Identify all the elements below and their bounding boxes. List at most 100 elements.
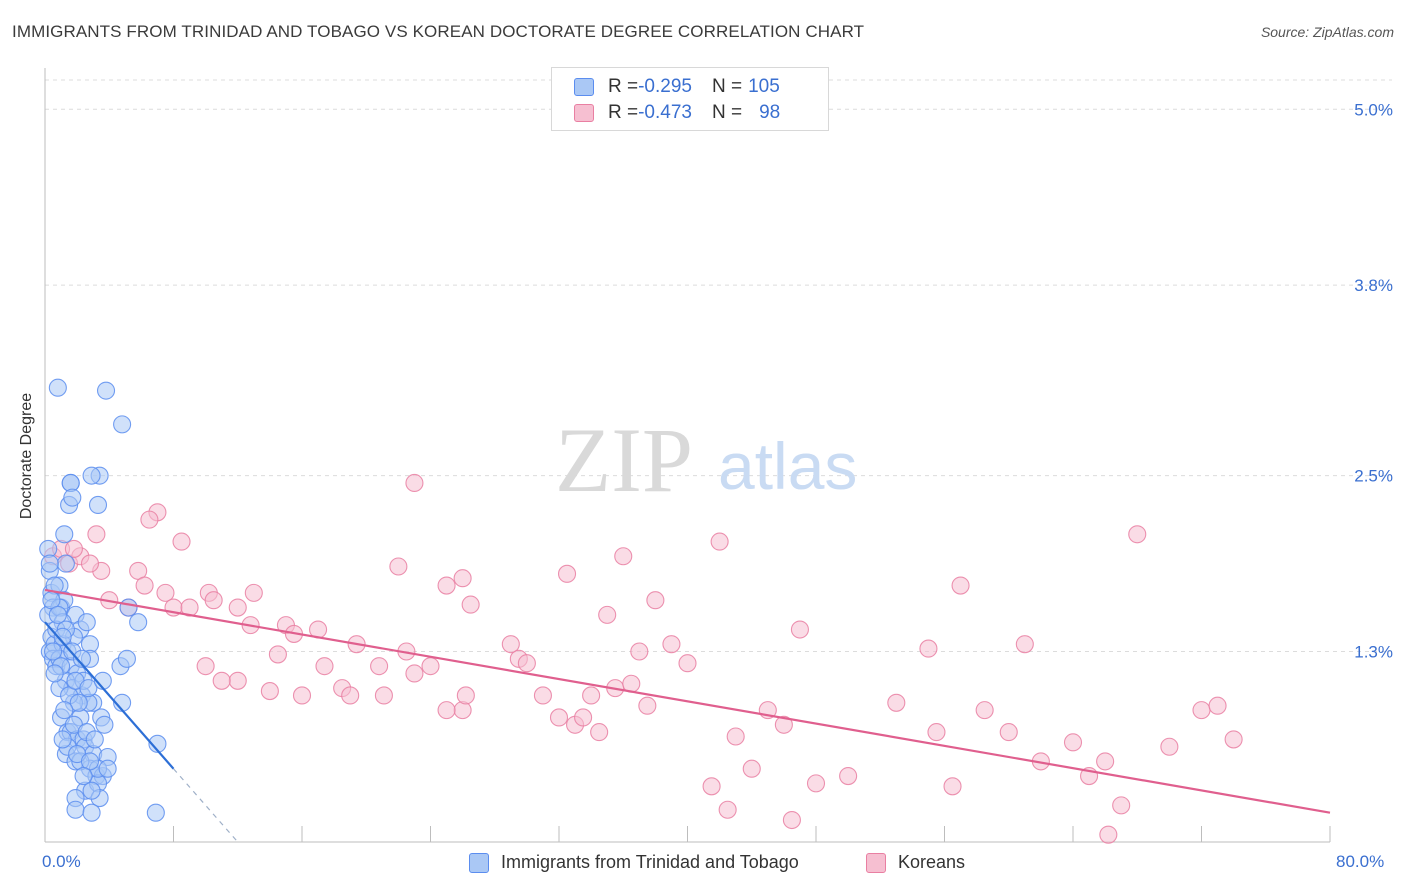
korean-point	[533, 686, 552, 705]
korean-point	[260, 682, 279, 701]
korean-point	[943, 777, 962, 796]
y-tick-label: 5.0%	[1354, 100, 1393, 119]
korean-point	[292, 686, 312, 705]
korean-point	[421, 657, 440, 676]
korean-point	[549, 708, 569, 727]
korean-point	[517, 654, 536, 673]
korean-point	[702, 777, 721, 796]
watermark-zip: ZIP	[555, 409, 693, 511]
trinidad-trend-line	[44, 621, 175, 770]
korean-point	[1128, 525, 1147, 544]
legend-item-trinidad[interactable]: Immigrants from Trinidad and Tobago	[469, 852, 799, 873]
y-tick-label: 3.8%	[1354, 276, 1393, 295]
legend-r-label: R =	[608, 76, 639, 97]
korean-point	[453, 701, 472, 720]
trinidad-point	[82, 466, 101, 485]
korean-point	[437, 701, 456, 720]
korean-point	[951, 576, 970, 595]
trinidad-point	[129, 613, 148, 632]
korean-point	[374, 686, 393, 705]
korean-point	[782, 810, 801, 830]
korean-point	[80, 554, 100, 573]
trinidad-point	[82, 803, 101, 822]
korean-point	[341, 686, 360, 705]
korean-point	[1063, 733, 1083, 752]
korean-point	[244, 583, 263, 602]
korean-point	[461, 595, 480, 614]
x-tick-min: 0.0%	[42, 852, 81, 871]
korean-point	[574, 708, 593, 727]
korean-trend-line	[44, 588, 1331, 814]
korean-point	[614, 547, 633, 566]
legend-label-trinidad: Immigrants from Trinidad and Tobago	[501, 852, 799, 872]
korean-point	[1096, 752, 1115, 771]
korean-point	[405, 473, 424, 493]
watermark-atlas: atlas	[718, 429, 857, 503]
trend-lines	[44, 588, 1331, 843]
korean-point	[228, 671, 247, 690]
legend-n-label: N =	[711, 76, 743, 97]
legend-r-value: -0.295	[638, 76, 692, 97]
legend-r-label: R =	[608, 102, 639, 123]
trinidad-points	[39, 378, 167, 822]
trinidad-point	[69, 693, 88, 712]
korean-point	[598, 605, 617, 624]
legend-row-trinidad: R = -0.295 N = 105	[574, 74, 780, 100]
trinidad-point	[148, 734, 167, 753]
korean-point	[582, 686, 601, 705]
trinidad-point	[82, 781, 101, 800]
trinidad-point	[72, 649, 91, 668]
legend-row-koreans: R = -0.473 N = 98	[574, 100, 780, 126]
korean-point	[590, 723, 609, 742]
legend-swatch-pink	[574, 104, 594, 122]
trinidad-point	[88, 495, 108, 515]
chart-title: IMMIGRANTS FROM TRINIDAD AND TOBAGO VS K…	[12, 22, 865, 41]
legend-n-value: 105	[748, 76, 780, 97]
trinidad-point	[77, 613, 96, 632]
axis-layer	[44, 68, 1331, 843]
y-tick-label: 1.3%	[1354, 643, 1393, 662]
trinidad-point	[117, 649, 136, 668]
korean-point	[1208, 696, 1227, 715]
korean-point	[887, 693, 906, 712]
trinidad-point	[95, 715, 114, 734]
korean-point	[726, 727, 745, 746]
trinidad-point	[53, 730, 72, 749]
korean-point	[839, 767, 858, 786]
legend-label-koreans: Koreans	[898, 852, 966, 872]
korean-point	[1015, 635, 1034, 654]
series-legend: Immigrants from Trinidad and Tobago Kore…	[0, 852, 1406, 878]
legend-n-label: N =	[711, 102, 743, 123]
legend-swatch-blue	[574, 78, 594, 96]
korean-point	[1099, 825, 1118, 844]
korean-point	[710, 532, 729, 551]
korean-point	[437, 576, 456, 595]
trinidad-point	[66, 800, 85, 819]
trinidad-point	[55, 525, 74, 544]
korean-point	[630, 642, 649, 661]
trinidad-point	[55, 701, 74, 720]
koreans-points	[43, 473, 1243, 844]
trinidad-point	[119, 598, 138, 617]
korean-point	[405, 664, 424, 683]
trinidad-point	[98, 759, 117, 778]
korean-point	[774, 715, 793, 734]
trinidad-point	[43, 642, 63, 661]
trinidad-point	[74, 767, 93, 786]
korean-point	[806, 774, 826, 793]
korean-point	[315, 657, 334, 676]
legend-r-value: -0.473	[638, 102, 692, 123]
grid-layer	[45, 79, 1392, 652]
korean-point	[172, 532, 191, 551]
legend-n-value: 98	[759, 102, 781, 123]
korean-point	[1112, 796, 1131, 815]
korean-point	[718, 800, 737, 819]
trinidad-point	[146, 803, 165, 822]
y-tick-labels: 1.3% 2.5% 3.8% 5.0%	[1354, 100, 1393, 661]
trinidad-point	[79, 679, 98, 698]
trinidad-point	[85, 730, 104, 749]
legend-item-koreans[interactable]: Koreans	[866, 852, 965, 873]
trinidad-point	[56, 554, 75, 573]
korean-point	[1192, 701, 1211, 720]
